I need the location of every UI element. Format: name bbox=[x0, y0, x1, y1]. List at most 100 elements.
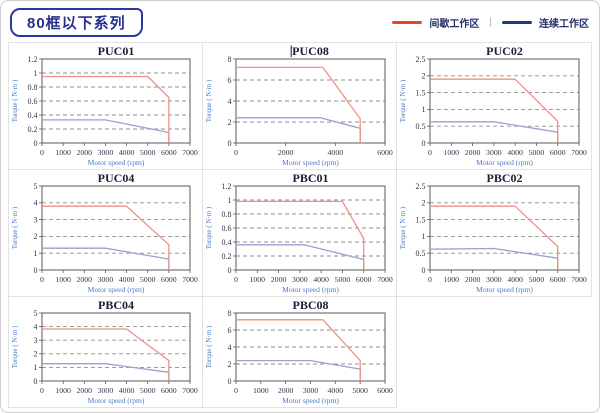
empty-cell bbox=[397, 297, 592, 408]
y-tick-label: 4 bbox=[227, 97, 231, 106]
continuous-zone-label: 连续工作区 bbox=[539, 19, 589, 30]
series-title-tag: 80框以下系列 bbox=[10, 8, 143, 37]
chart-cell-pbc01: PBC01 0 0.2 0.4 0.6 0.8 1 1.2 0 1000 2000 3000 4000 5… bbox=[202, 170, 398, 297]
continuous-zone-curve bbox=[42, 363, 170, 381]
x-axis-label: Motor speed (rpm) bbox=[88, 158, 145, 167]
y-tick-label: 0.8 bbox=[221, 210, 231, 219]
y-tick-label: 0 bbox=[422, 139, 426, 148]
x-tick-label: 2000 bbox=[76, 275, 92, 284]
x-tick-label: 0 bbox=[40, 386, 44, 395]
chart-cell-puc02: PUC02 0 0.5 1 1.5 2 2.5 0 1000 2000 3000 4000 5000 60… bbox=[397, 43, 592, 170]
chart-cell-puc04: PUC04 0 1 2 3 4 5 0 1000 2000 3000 4000 5000 6000 7000… bbox=[8, 170, 203, 297]
y-tick-label: 0.4 bbox=[221, 238, 231, 247]
x-tick-label: 6000 bbox=[356, 275, 372, 284]
x-axis-label: Motor speed (rpm) bbox=[282, 158, 339, 167]
x-tick-label: 3000 bbox=[302, 386, 318, 395]
charts-row-3: PBC04 0 1 2 3 4 5 0 1000 2000 3000 4000 5000 6000 7000… bbox=[8, 297, 592, 408]
y-tick-label: 1 bbox=[34, 249, 38, 258]
y-tick-label: 1 bbox=[422, 105, 426, 114]
y-tick-label: 5 bbox=[34, 309, 38, 318]
x-tick-label: 0 bbox=[234, 275, 238, 284]
y-tick-label: 3 bbox=[34, 336, 38, 345]
continuous-zone-curve bbox=[235, 244, 365, 270]
x-tick-label: 2000 bbox=[76, 386, 92, 395]
y-tick-label: 2 bbox=[227, 118, 231, 127]
intermittent-zone-curve bbox=[235, 66, 361, 143]
y-tick-label: 0.2 bbox=[221, 252, 231, 261]
x-axis-label: Motor speed (rpm) bbox=[477, 285, 534, 294]
x-tick-label: 0 bbox=[234, 148, 238, 157]
x-tick-label: 6000 bbox=[377, 386, 393, 395]
x-tick-label: 1000 bbox=[249, 275, 265, 284]
x-tick-label: 2000 bbox=[465, 148, 481, 157]
y-axis-label: Torque ( N·m ) bbox=[205, 325, 213, 368]
charts-row-2: PUC04 0 1 2 3 4 5 0 1000 2000 3000 4000 5000 6000 7000… bbox=[8, 170, 592, 297]
charts-grid: PUC01 0 0.2 0.4 0.6 0.8 1 1.2 0 1000 2000 3000 4000 5… bbox=[8, 42, 592, 408]
chart-puc02: PUC02 0 0.5 1 1.5 2 2.5 0 1000 2000 3000 4000 5000 60… bbox=[399, 44, 587, 167]
chart-pbc04: PBC04 0 1 2 3 4 5 0 1000 2000 3000 4000 5000 6000 7000… bbox=[11, 298, 198, 405]
x-axis-label: Motor speed (rpm) bbox=[88, 396, 145, 405]
x-tick-label: 3000 bbox=[486, 275, 502, 284]
intermittent-zone-curve bbox=[430, 78, 559, 143]
plot-border bbox=[41, 185, 191, 271]
plot-border bbox=[429, 185, 580, 271]
y-tick-label: 1.5 bbox=[416, 88, 426, 97]
y-tick-label: 1 bbox=[34, 69, 38, 78]
x-tick-label: 5000 bbox=[140, 386, 156, 395]
chart-cell-pbc08: PBC08 0 2 4 6 8 0 1000 2000 3000 4000 5000 6000 Motor… bbox=[202, 297, 398, 408]
x-tick-label: 2000 bbox=[270, 275, 286, 284]
y-axis-label: Torque ( N·m ) bbox=[205, 206, 213, 249]
y-axis-label: Torque ( N·m ) bbox=[205, 79, 213, 122]
x-axis-label: Motor speed (rpm) bbox=[282, 396, 339, 405]
x-tick-label: 7000 bbox=[572, 275, 588, 284]
x-tick-label: 6000 bbox=[161, 275, 177, 284]
x-axis-label: Motor speed (rpm) bbox=[477, 158, 534, 167]
y-tick-label: 1 bbox=[227, 196, 231, 205]
intermittent-zone-curve bbox=[235, 200, 365, 270]
x-tick-label: 4000 bbox=[508, 275, 524, 284]
chart-pbc08: PBC08 0 2 4 6 8 0 1000 2000 3000 4000 5000 6000 Motor… bbox=[205, 298, 393, 405]
x-tick-label: 4000 bbox=[119, 275, 135, 284]
x-tick-label: 2000 bbox=[278, 148, 294, 157]
plot-border bbox=[41, 312, 191, 382]
chart-cell-pbc02: PBC02 0 0.5 1 1.5 2 2.5 0 1000 2000 3000 4000 5000 60… bbox=[397, 170, 592, 297]
x-tick-label: 5000 bbox=[140, 148, 156, 157]
x-tick-label: 3000 bbox=[98, 275, 114, 284]
chart-title: PBC04 bbox=[98, 298, 134, 312]
y-tick-label: 4 bbox=[227, 343, 231, 352]
y-tick-label: 4 bbox=[34, 322, 38, 331]
y-tick-label: 0.4 bbox=[28, 111, 38, 120]
chart-title: PUC08 bbox=[292, 44, 329, 58]
continuous-zone-curve bbox=[430, 121, 559, 143]
y-tick-label: 0 bbox=[34, 377, 38, 386]
header: 80框以下系列 间歇工作区 | 连续工作区 bbox=[1, 1, 599, 42]
y-tick-label: 2 bbox=[422, 199, 426, 208]
y-tick-label: 0 bbox=[34, 139, 38, 148]
y-tick-label: 1.2 bbox=[28, 55, 38, 64]
x-tick-label: 6000 bbox=[161, 386, 177, 395]
x-tick-label: 1000 bbox=[444, 275, 460, 284]
x-tick-label: 5000 bbox=[529, 275, 545, 284]
y-tick-label: 0.6 bbox=[28, 97, 38, 106]
x-tick-label: 0 bbox=[234, 386, 238, 395]
x-tick-label: 2000 bbox=[76, 148, 92, 157]
x-tick-label: 4000 bbox=[327, 386, 343, 395]
y-tick-label: 0 bbox=[227, 139, 231, 148]
intermittent-zone-curve bbox=[235, 319, 361, 381]
intermittent-zone-swatch bbox=[392, 21, 423, 24]
y-tick-label: 8 bbox=[227, 55, 231, 64]
y-tick-label: 0 bbox=[422, 266, 426, 275]
y-tick-label: 6 bbox=[227, 326, 231, 335]
y-tick-label: 1.2 bbox=[221, 182, 231, 191]
chart-puc08: PUC08 0 2 4 6 8 0 2000 4000 6000 Motor speed (rpm)… bbox=[205, 44, 393, 167]
x-tick-label: 4000 bbox=[119, 148, 135, 157]
y-tick-label: 0.6 bbox=[221, 224, 231, 233]
y-tick-label: 2 bbox=[34, 232, 38, 241]
legend-separator: | bbox=[489, 17, 492, 28]
y-tick-label: 2.5 bbox=[416, 55, 426, 64]
x-tick-label: 1000 bbox=[55, 386, 71, 395]
y-axis-label: Torque ( N·m ) bbox=[11, 206, 19, 249]
x-tick-label: 2000 bbox=[278, 386, 294, 395]
legend: 间歇工作区 | 连续工作区 bbox=[392, 15, 589, 30]
x-tick-label: 6000 bbox=[377, 148, 393, 157]
